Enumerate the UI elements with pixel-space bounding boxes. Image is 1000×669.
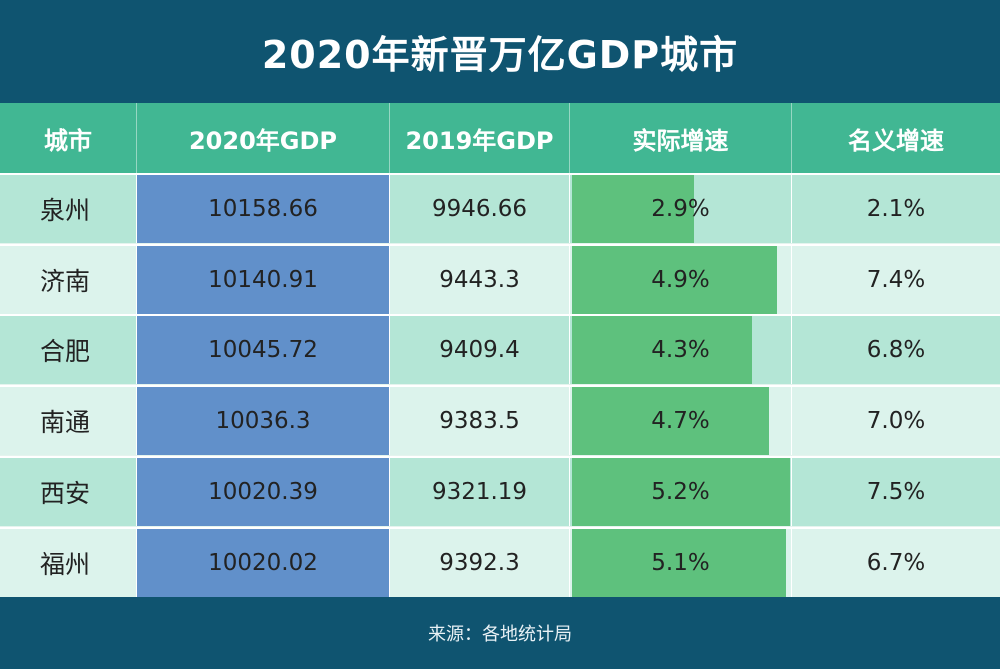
table-row: 济南 10140.91 9443.3 4.9% 7.4% [0, 243, 1000, 314]
city-cell: 合肥 [0, 316, 137, 385]
table-row: 福州 10020.02 9392.3 5.1% 6.7% [0, 526, 1000, 597]
real-growth-cell: 4.3% [570, 316, 792, 385]
real-growth-bar [572, 528, 786, 597]
table-row: 西安 10020.39 9321.19 5.2% 7.5% [0, 455, 1000, 526]
header-gdp-2019: 2019年GDP [390, 103, 570, 173]
gdp-2020-cell: 10020.39 [137, 457, 390, 526]
gdp-2020-cell: 10036.3 [137, 387, 390, 456]
real-growth-label: 4.7% [651, 408, 710, 435]
page-title: 2020年新晋万亿GDP城市 [261, 33, 739, 77]
nominal-growth-cell: 7.5% [792, 457, 1000, 526]
city-cell: 济南 [0, 245, 137, 314]
gdp-2019-cell: 9946.66 [390, 175, 570, 243]
city-cell: 西安 [0, 457, 137, 526]
real-growth-bar [572, 245, 777, 314]
real-growth-label: 4.9% [651, 266, 710, 293]
gdp-2020-cell: 10020.02 [137, 528, 390, 597]
table-row: 泉州 10158.66 9946.66 2.9% 2.1% [0, 173, 1000, 243]
table-header: 城市 2020年GDP 2019年GDP 实际增速 名义增速 [0, 103, 1000, 173]
real-growth-cell: 2.9% [570, 175, 792, 243]
city-cell: 福州 [0, 528, 137, 597]
gdp-2020-cell: 10158.66 [137, 175, 390, 243]
gdp-2019-cell: 9443.3 [390, 245, 570, 314]
nominal-growth-cell: 6.8% [792, 316, 1000, 385]
real-growth-label: 2.9% [651, 196, 710, 222]
gdp-2020-cell: 10140.91 [137, 245, 390, 314]
header-city: 城市 [0, 103, 137, 173]
nominal-growth-cell: 7.0% [792, 387, 1000, 456]
header-nominal-growth: 名义增速 [848, 126, 944, 155]
gdp-table: 城市 2020年GDP 2019年GDP 实际增速 名义增速 泉州 10158.6… [0, 103, 1000, 597]
real-growth-bar [572, 387, 769, 456]
real-growth-cell: 5.2% [570, 457, 792, 526]
gdp-2019-cell: 9392.3 [390, 528, 570, 597]
real-growth-bar [572, 316, 752, 385]
nominal-growth-cell: 2.1% [792, 175, 1000, 243]
real-growth-label: 5.1% [651, 549, 710, 576]
real-growth-cell: 4.7% [570, 387, 792, 456]
gdp-2019-cell: 9321.19 [390, 457, 570, 526]
real-growth-label: 5.2% [651, 478, 710, 505]
city-cell: 泉州 [0, 175, 137, 243]
table-row: 合肥 10045.72 9409.4 4.3% 6.8% [0, 314, 1000, 385]
header-gdp-2020: 2020年GDP [137, 103, 390, 173]
source-note: 来源：各地统计局 [428, 624, 572, 645]
real-growth-bar [572, 457, 790, 526]
city-cell: 南通 [0, 387, 137, 456]
real-growth-label: 4.3% [651, 337, 710, 364]
real-growth-bar [572, 175, 694, 243]
gdp-2020-cell: 10045.72 [137, 316, 390, 385]
table-row: 南通 10036.3 9383.5 4.7% 7.0% [0, 385, 1000, 456]
header-real-growth: 实际增速 [570, 103, 792, 173]
nominal-growth-cell: 7.4% [792, 245, 1000, 314]
real-growth-cell: 5.1% [570, 528, 792, 597]
nominal-growth-cell: 6.7% [792, 528, 1000, 597]
real-growth-cell: 4.9% [570, 245, 792, 314]
gdp-2019-cell: 9383.5 [390, 387, 570, 456]
gdp-2019-cell: 9409.4 [390, 316, 570, 385]
